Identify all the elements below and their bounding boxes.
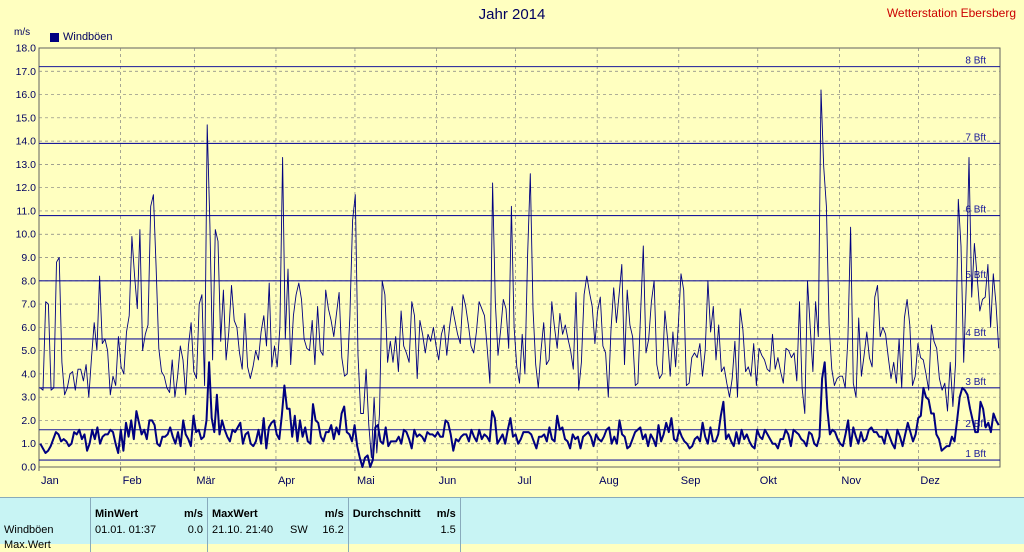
stats-row-avg-label (347, 537, 427, 552)
station-name: Wetterstation Ebersberg (886, 6, 1016, 20)
stats-row-label: Max.Wert (4, 538, 51, 551)
stats-row-max-dir: SW (290, 523, 308, 536)
stats-panel: MinWert m/s MaxWert m/s Durchschnitt m/s… (0, 497, 1024, 552)
x-tick-label: Mai (357, 475, 375, 487)
beaufort-label: 3 Bft (965, 377, 986, 388)
y-tick-label: 6.0 (21, 322, 36, 334)
x-tick-label: Jun (439, 475, 457, 487)
beaufort-label: 5 Bft (965, 270, 986, 281)
legend-label: Windböen (63, 31, 113, 43)
y-tick-label: 14.0 (16, 136, 37, 148)
beaufort-label: 2 Bft (965, 419, 986, 430)
y-tick-label: 15.0 (16, 112, 37, 124)
stats-row: Max.Wert (0, 537, 469, 552)
y-tick-label: 12.0 (16, 182, 37, 194)
stats-header-min: MinWert (90, 498, 169, 522)
stats-row-min-value (169, 537, 208, 552)
stats-row-label: Windböen (4, 523, 54, 536)
y-tick-label: 7.0 (21, 299, 36, 311)
stats-row-min-value: 0.0 (187, 523, 203, 536)
stats-header-avg: Durchschnitt (347, 498, 427, 522)
beaufort-label: 4 Bft (965, 328, 986, 339)
stats-row-min-time (90, 537, 169, 552)
y-tick-label: 3.0 (21, 392, 36, 404)
y-tick-label: 8.0 (21, 275, 36, 287)
beaufort-label: 7 Bft (965, 132, 986, 143)
y-tick-label: 5.0 (21, 345, 36, 357)
series-line-mean (39, 361, 1000, 468)
stats-row-max-time: 21.10. 21:40 (207, 522, 286, 537)
x-tick-label: Aug (599, 475, 619, 487)
stats-row-avg-value: 1.5 (440, 523, 456, 536)
stats-row-rest (459, 522, 469, 537)
stats-row-max-value (312, 537, 349, 552)
x-tick-label: Dez (920, 475, 940, 487)
stats-row-max-dir (286, 537, 312, 552)
chart-title: Jahr 2014 (478, 6, 546, 23)
stats-row-max-value: 16.2 (322, 523, 344, 536)
x-tick-label: Feb (123, 475, 142, 487)
y-tick-label: 11.0 (16, 205, 36, 217)
stats-header-max: MaxWert (207, 498, 286, 522)
y-tick-label: 10.0 (16, 229, 37, 241)
stats-header-rest (459, 498, 469, 522)
stats-header-min-unit: m/s (184, 507, 203, 520)
stats-row-rest (459, 537, 469, 552)
stats-row-max-time (207, 537, 286, 552)
stats-header-avg-unit: m/s (436, 507, 456, 520)
y-tick-label: 9.0 (21, 252, 36, 264)
y-unit-label: m/s (14, 27, 31, 38)
x-tick-label: Jul (518, 475, 532, 487)
x-tick-label: Mär (196, 475, 215, 487)
y-tick-label: 13.0 (16, 159, 37, 171)
stats-header-max-dir (286, 498, 312, 522)
stats-table: MinWert m/s MaxWert m/s Durchschnitt m/s… (0, 498, 469, 552)
stats-header-row: MinWert m/s MaxWert m/s Durchschnitt m/s (0, 498, 469, 522)
stats-row: Windböen 01.01. 01:37 0.0 21.10. 21:40 S… (0, 522, 469, 537)
chart-svg: 0.0 1.0 2.0 3.0 4.0 5.0 6.0 7.0 8.0 9.0 10.0 11.0 12… (16, 43, 1001, 487)
y-tick-label: 2.0 (21, 415, 36, 427)
stats-row-avg-value (427, 537, 461, 552)
x-tick-label: Jan (41, 475, 59, 487)
y-tick-label: 0.0 (21, 462, 36, 474)
x-tick-label: Nov (841, 475, 861, 487)
beaufort-label: 8 Bft (965, 56, 986, 67)
y-tick-label: 16.0 (16, 89, 37, 101)
legend: Windböen (50, 31, 113, 43)
x-tick-label: Okt (760, 475, 777, 487)
y-tick-label: 4.0 (21, 368, 36, 380)
stats-header-max-unit: m/s (324, 507, 344, 520)
stats-row-min-time: 01.01. 01:37 (90, 522, 169, 537)
y-tick-label: 18.0 (16, 43, 37, 55)
beaufort-label: 1 Bft (965, 449, 986, 460)
x-tick-label: Sep (681, 475, 701, 487)
y-tick-label: 17.0 (16, 66, 37, 78)
x-tick-label: Apr (278, 475, 295, 487)
stats-row-avg-label (347, 522, 427, 537)
stats-header-label (0, 498, 91, 522)
legend-swatch (50, 32, 59, 42)
y-tick-label: 1.0 (21, 438, 36, 450)
series-line-max (40, 89, 1000, 459)
beaufort-label: 6 Bft (965, 205, 986, 216)
